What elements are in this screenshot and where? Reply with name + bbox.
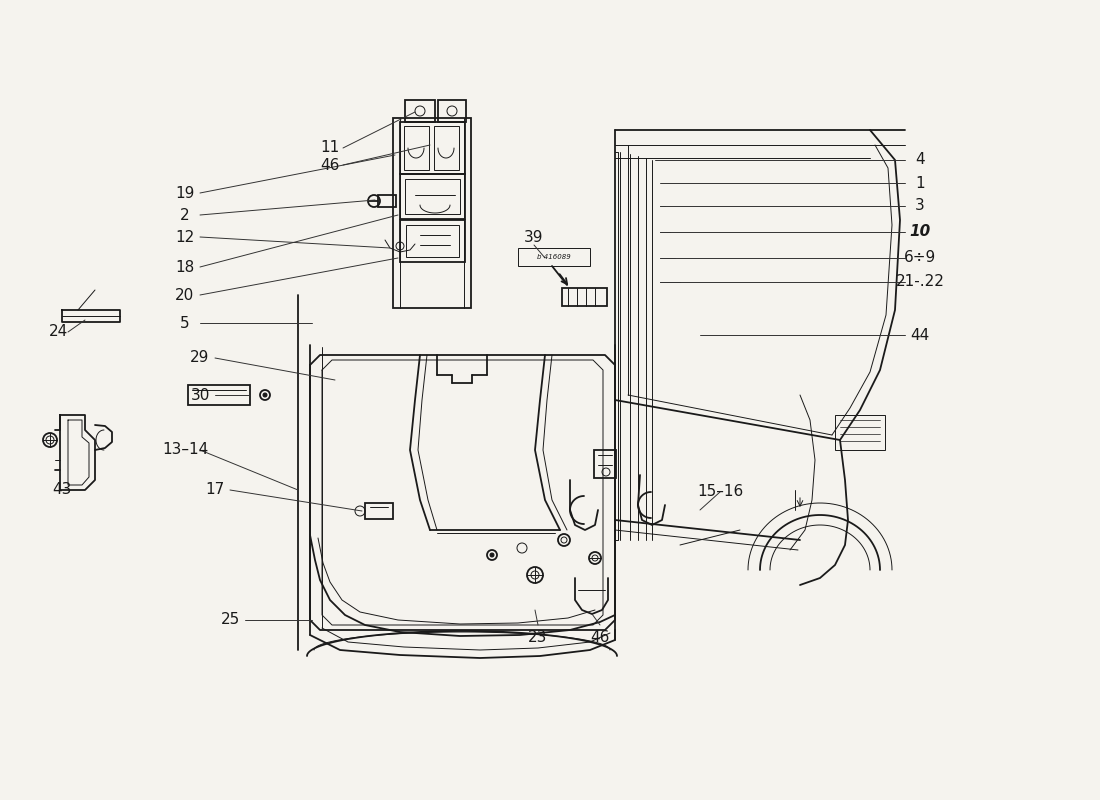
Text: 6÷9: 6÷9 (904, 250, 936, 266)
Bar (434, 126, 459, 170)
Text: 46: 46 (320, 158, 340, 173)
Text: 17: 17 (206, 482, 224, 498)
Bar (518, 248, 590, 266)
Text: 18: 18 (175, 259, 195, 274)
Text: 44: 44 (911, 327, 930, 342)
Text: 46: 46 (591, 630, 609, 646)
Text: 3: 3 (915, 198, 925, 214)
Text: 19: 19 (175, 186, 195, 201)
Bar (188, 385, 250, 405)
Bar (400, 220, 465, 262)
Bar (405, 179, 460, 214)
Text: 20: 20 (175, 287, 195, 302)
Bar (393, 118, 471, 308)
Bar (438, 100, 466, 122)
Text: 4: 4 (915, 153, 925, 167)
Text: 13–14: 13–14 (162, 442, 208, 458)
Text: 25: 25 (220, 613, 240, 627)
Text: 29: 29 (190, 350, 210, 366)
Circle shape (263, 393, 267, 397)
Text: 5: 5 (180, 315, 190, 330)
Text: 21-.22: 21-.22 (895, 274, 945, 290)
Circle shape (490, 553, 494, 557)
Bar (405, 100, 435, 122)
Text: 15–16: 15–16 (697, 485, 744, 499)
Bar (378, 195, 396, 207)
Text: 43: 43 (53, 482, 72, 498)
Text: 11: 11 (320, 141, 340, 155)
Bar (404, 126, 429, 170)
Text: 1: 1 (915, 175, 925, 190)
Bar (562, 288, 607, 306)
Text: b 416089: b 416089 (537, 254, 571, 260)
Text: 2: 2 (180, 207, 190, 222)
Bar (400, 174, 465, 219)
Bar (835, 415, 886, 450)
Text: 12: 12 (175, 230, 195, 245)
Text: 23: 23 (528, 630, 548, 646)
Bar (406, 225, 459, 257)
Text: 30: 30 (190, 387, 210, 402)
Bar (594, 450, 616, 478)
Bar (400, 122, 465, 174)
Text: 24: 24 (48, 325, 67, 339)
Text: 10: 10 (910, 225, 931, 239)
Text: 39: 39 (525, 230, 543, 246)
Bar (365, 503, 393, 519)
